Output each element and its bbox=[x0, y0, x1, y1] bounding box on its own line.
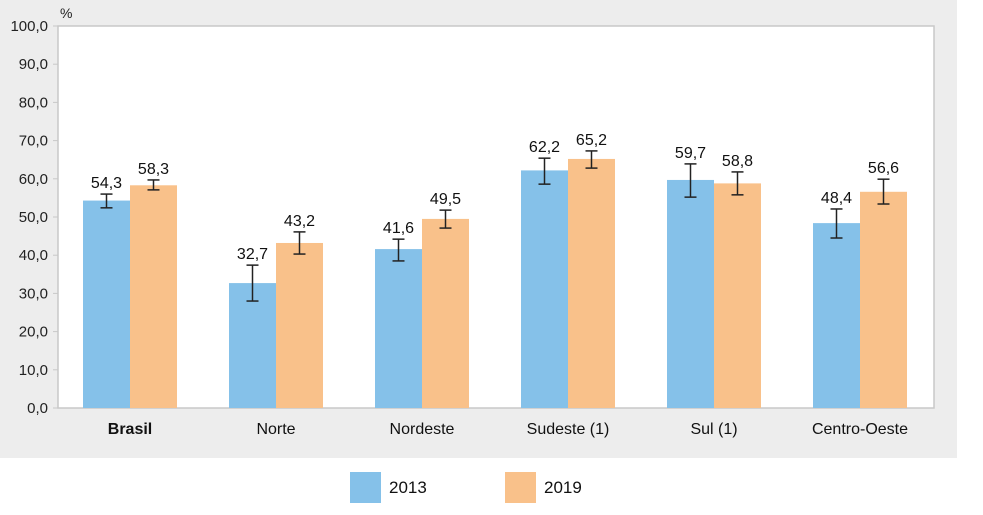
y-tick-label: 80,0 bbox=[19, 94, 48, 111]
data-label: 32,7 bbox=[237, 246, 268, 263]
y-tick-label: 50,0 bbox=[19, 209, 48, 226]
y-tick-label: 0,0 bbox=[27, 400, 48, 417]
legend-swatch-2019 bbox=[505, 472, 536, 503]
legend-item-2013: 2013 bbox=[350, 472, 427, 503]
data-label: 56,6 bbox=[868, 160, 899, 177]
y-tick-label: 100,0 bbox=[10, 18, 48, 35]
data-label: 58,3 bbox=[138, 161, 169, 178]
data-label: 59,7 bbox=[675, 145, 706, 162]
y-tick-label: 70,0 bbox=[19, 133, 48, 150]
y-tick-label: 10,0 bbox=[19, 362, 48, 379]
bar-2019 bbox=[568, 158, 615, 408]
y-axis-unit: % bbox=[60, 5, 72, 21]
bar-2013 bbox=[229, 283, 276, 408]
data-label: 58,8 bbox=[722, 153, 753, 170]
bar-2013 bbox=[813, 223, 860, 408]
data-label: 49,5 bbox=[430, 191, 461, 208]
plot-area bbox=[57, 25, 935, 409]
bar-2013 bbox=[667, 179, 714, 408]
legend-label-2019: 2019 bbox=[544, 477, 582, 497]
bar-2019 bbox=[860, 191, 907, 408]
bar-2019 bbox=[422, 218, 469, 408]
bar-2013 bbox=[83, 200, 130, 408]
y-tick-label: 90,0 bbox=[19, 56, 48, 73]
x-tick-label: Nordeste bbox=[390, 421, 455, 438]
y-tick-label: 40,0 bbox=[19, 247, 48, 264]
bar-2019 bbox=[714, 183, 761, 408]
x-tick-label: Sul (1) bbox=[690, 421, 737, 438]
bar-2019 bbox=[130, 185, 177, 408]
data-label: 43,2 bbox=[284, 213, 315, 230]
x-tick-label: Brasil bbox=[108, 421, 152, 438]
x-tick-label: Sudeste (1) bbox=[527, 421, 610, 438]
legend-label-2013: 2013 bbox=[389, 477, 427, 497]
y-tick-label: 20,0 bbox=[19, 324, 48, 341]
legend-item-2019: 2019 bbox=[505, 472, 582, 503]
x-tick-label: Centro-Oeste bbox=[812, 421, 908, 438]
bar-2013 bbox=[521, 170, 568, 408]
data-label: 48,4 bbox=[821, 190, 852, 207]
data-label: 41,6 bbox=[383, 220, 414, 237]
bar-2019 bbox=[276, 242, 323, 408]
data-label: 65,2 bbox=[576, 132, 607, 149]
bar-2013 bbox=[375, 249, 422, 408]
legend-swatch-2013 bbox=[350, 472, 381, 503]
x-tick-label: Norte bbox=[256, 421, 295, 438]
data-label: 62,2 bbox=[529, 139, 560, 156]
y-tick-label: 30,0 bbox=[19, 285, 48, 302]
data-label: 54,3 bbox=[91, 175, 122, 192]
y-tick-label: 60,0 bbox=[19, 171, 48, 188]
